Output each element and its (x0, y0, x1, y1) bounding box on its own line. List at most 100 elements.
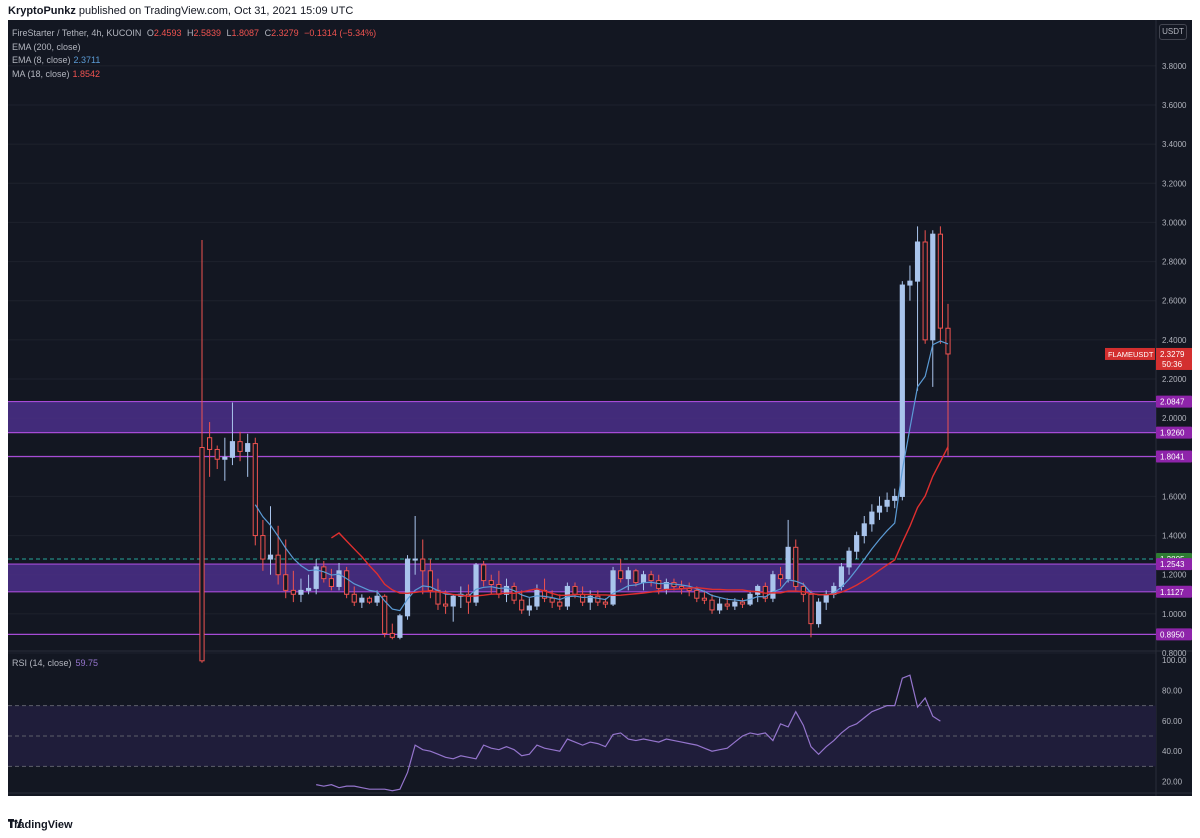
candle-body (648, 574, 654, 582)
candle-body (245, 443, 251, 452)
candle-body (823, 593, 829, 603)
candle-body (618, 570, 624, 580)
last-price-tag (1156, 347, 1192, 370)
candle-body (793, 546, 799, 587)
ema8-label: EMA (8, close) (12, 55, 71, 65)
open-value: 2.4593 (153, 28, 182, 38)
candle-body (633, 570, 639, 584)
candle-body (739, 601, 746, 605)
candle-body (800, 585, 806, 595)
rsi-label: RSI (14, close) (12, 658, 72, 668)
candle-body (488, 580, 494, 585)
candle-body (701, 597, 708, 601)
level-price-label: 2.0847 (1160, 398, 1185, 407)
low-label: L (226, 28, 232, 38)
candle-body (496, 584, 502, 595)
candle-body (587, 595, 593, 603)
candle-body (283, 574, 289, 591)
candle-body (770, 574, 776, 599)
candle-body (214, 448, 220, 460)
rsi-tick-label: 40.00 (1162, 747, 1183, 756)
candle-body (610, 570, 616, 605)
ema8-line (254, 340, 949, 612)
candle-body (899, 284, 905, 497)
candle-body (290, 589, 296, 595)
candle-body (526, 605, 532, 611)
candle-body (313, 566, 319, 589)
candle-body (473, 564, 479, 603)
candle-body (930, 233, 936, 341)
price-tick-label: 2.8000 (1162, 258, 1187, 267)
symbol-tag-label: FLAMEUSDT (1108, 350, 1154, 359)
rsi-legend[interactable]: RSI (14, close) 59.75 (12, 658, 98, 668)
symbol-tag (1105, 347, 1155, 360)
candle-body (328, 578, 335, 587)
candle-body (861, 523, 867, 537)
candle-body (854, 535, 860, 552)
price-tick-label: 1.0000 (1162, 610, 1187, 619)
candle-body (869, 511, 875, 525)
chart-svg[interactable]: 3.8000 3.6000 3.4000 3.2000 3.0000 2.8000 2.60… (8, 20, 1192, 796)
close-value: 2.3279 (271, 28, 299, 38)
candle-body (267, 554, 274, 560)
level-price-label: 1.2543 (1160, 560, 1185, 569)
rsi-tick-label: 60.00 (1162, 717, 1183, 726)
rsi-value: 59.75 (75, 658, 99, 668)
ema8-legend-row[interactable]: EMA (8, close) 2.3711 (12, 54, 376, 68)
publish-text: published on TradingView.com, Oct 31, 20… (78, 5, 354, 17)
ma18-legend-row[interactable]: MA (18, close) 1.8542 (12, 68, 376, 82)
price-tick-label: 3.2000 (1162, 179, 1187, 188)
candle-body (640, 574, 647, 584)
symbol-legend-row[interactable]: FireStarter / Tether, 4h, KUCOIN O2.4593… (12, 27, 376, 41)
candle-body (907, 280, 913, 286)
ma18-line (331, 446, 949, 597)
candle-body (207, 437, 213, 450)
currency-button[interactable]: USDT (1159, 24, 1187, 40)
candle-body (815, 601, 822, 625)
support-zone (8, 401, 1156, 433)
brand-name: TradingView (8, 819, 73, 831)
ma18-label: MA (18, close) (12, 68, 70, 79)
ema200-legend-row[interactable]: EMA (200, close) (12, 41, 376, 55)
candle-body (351, 593, 357, 603)
candle-body (199, 447, 205, 662)
candle-body (602, 601, 609, 605)
candle-body (481, 564, 487, 582)
publish-info: KryptoPunkz published on TradingView.com… (8, 5, 353, 17)
candle-body (755, 585, 761, 595)
symbol-line: FireStarter / Tether, 4h, KUCOIN (12, 28, 142, 38)
candle-body (892, 495, 898, 501)
candle-body (260, 535, 266, 560)
footer-brand[interactable]: TradingView (8, 819, 73, 831)
high-value: 2.5839 (193, 28, 221, 38)
level-price-tag (1156, 450, 1192, 463)
rsi-tick-label: 20.00 (1162, 778, 1183, 787)
candle-body (412, 558, 418, 561)
close-label: C (264, 28, 272, 38)
countdown-label: 50:36 (1162, 360, 1183, 369)
tradingview-logo-icon (8, 819, 22, 828)
candle-body (709, 599, 715, 611)
candle-body (549, 597, 555, 603)
candle-body (465, 593, 472, 603)
candle-body (305, 587, 312, 591)
price-tick-label: 3.6000 (1162, 101, 1187, 110)
candle-body (694, 589, 700, 599)
candle-body (519, 599, 525, 611)
low-value: 1.8087 (231, 28, 260, 38)
candle-body (724, 603, 730, 607)
open-label: O (146, 28, 154, 38)
rsi-tick-label: 80.00 (1162, 686, 1183, 695)
candle-body (717, 603, 723, 611)
price-tick-label: 2.4000 (1162, 336, 1187, 345)
price-tick-label: 3.8000 (1162, 62, 1187, 71)
level-price-label: 1.9260 (1160, 429, 1185, 438)
candle-body (275, 554, 281, 576)
publisher-name: KryptoPunkz (8, 5, 76, 17)
chart-legend: FireStarter / Tether, 4h, KUCOIN O2.4593… (12, 27, 376, 81)
chart-area[interactable]: 3.8000 3.6000 3.4000 3.2000 3.0000 2.8000 2.60… (8, 20, 1192, 796)
candle-body (503, 585, 510, 595)
change-value: −0.1314 (−5.34%) (304, 28, 377, 38)
candle-body (663, 582, 669, 589)
candle-body (656, 580, 662, 589)
